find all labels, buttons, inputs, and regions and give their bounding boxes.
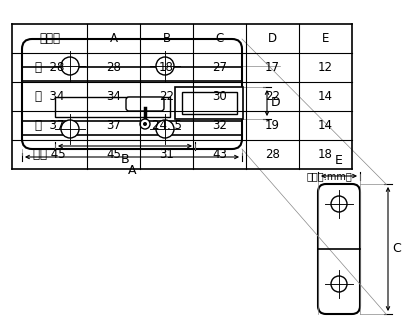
Text: 32: 32 bbox=[212, 119, 227, 132]
Text: E: E bbox=[322, 32, 329, 45]
Text: 28: 28 bbox=[106, 61, 121, 74]
Bar bbox=[175, 87, 243, 119]
Circle shape bbox=[61, 57, 79, 75]
FancyBboxPatch shape bbox=[22, 39, 242, 149]
Text: サイズ: サイズ bbox=[39, 32, 60, 45]
Text: 34: 34 bbox=[106, 90, 121, 103]
Circle shape bbox=[156, 57, 174, 75]
Text: 17: 17 bbox=[265, 61, 280, 74]
Bar bbox=[182, 92, 237, 114]
Text: 14: 14 bbox=[318, 119, 333, 132]
Text: 特大 45: 特大 45 bbox=[33, 148, 66, 161]
Text: D: D bbox=[268, 32, 277, 45]
Text: E: E bbox=[335, 154, 343, 167]
Text: 24. 5: 24. 5 bbox=[152, 119, 181, 132]
Text: C: C bbox=[215, 32, 224, 45]
Text: （単位:mm）: （単位:mm） bbox=[306, 171, 352, 181]
Text: 12: 12 bbox=[318, 61, 333, 74]
Text: 28: 28 bbox=[265, 148, 280, 161]
Text: 19: 19 bbox=[265, 119, 280, 132]
Text: 22: 22 bbox=[159, 90, 174, 103]
Text: 27: 27 bbox=[212, 61, 227, 74]
Text: A: A bbox=[110, 32, 118, 45]
FancyBboxPatch shape bbox=[318, 184, 360, 314]
Text: 45: 45 bbox=[106, 148, 121, 161]
Text: C: C bbox=[392, 242, 401, 256]
Text: 18: 18 bbox=[159, 61, 174, 74]
Bar bbox=[55, 97, 170, 117]
Text: 37: 37 bbox=[106, 119, 121, 132]
Text: 22: 22 bbox=[265, 90, 280, 103]
Circle shape bbox=[331, 276, 347, 292]
Text: A: A bbox=[128, 164, 136, 177]
Circle shape bbox=[143, 122, 147, 126]
Text: D: D bbox=[271, 97, 280, 110]
Text: 中  34: 中 34 bbox=[35, 90, 64, 103]
Text: 30: 30 bbox=[212, 90, 227, 103]
Text: 14: 14 bbox=[318, 90, 333, 103]
FancyBboxPatch shape bbox=[126, 97, 164, 111]
Text: B: B bbox=[120, 153, 129, 166]
Circle shape bbox=[61, 120, 79, 138]
Text: 31: 31 bbox=[159, 148, 174, 161]
Circle shape bbox=[156, 120, 174, 138]
Text: 18: 18 bbox=[318, 148, 333, 161]
Circle shape bbox=[331, 196, 347, 212]
Text: 43: 43 bbox=[212, 148, 227, 161]
Text: B: B bbox=[162, 32, 170, 45]
Circle shape bbox=[140, 119, 150, 129]
Text: 大  37: 大 37 bbox=[35, 119, 64, 132]
Text: 小  28: 小 28 bbox=[35, 61, 64, 74]
